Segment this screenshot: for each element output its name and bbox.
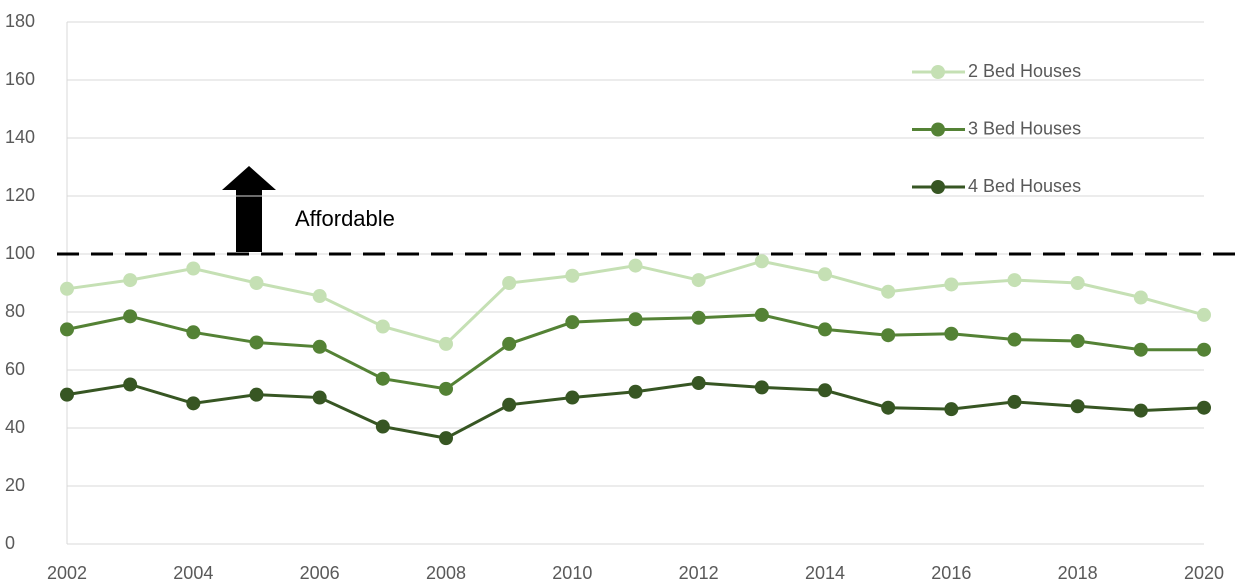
y-tick-label: 100: [5, 243, 35, 263]
y-tick-label: 0: [5, 533, 15, 553]
data-point: [1133, 403, 1148, 418]
data-point: [754, 307, 769, 322]
x-tick-label: 2008: [426, 563, 466, 583]
x-tick-label: 2016: [931, 563, 971, 583]
x-tick-label: 2018: [1058, 563, 1098, 583]
y-tick-label: 140: [5, 127, 35, 147]
data-point: [944, 326, 959, 341]
legend-marker: [931, 180, 945, 194]
data-point: [123, 377, 138, 392]
data-point: [1070, 276, 1085, 290]
legend-label: 2 Bed Houses: [968, 61, 1081, 81]
x-tick-label: 2014: [805, 563, 845, 583]
data-point: [375, 419, 390, 434]
data-point: [312, 339, 327, 354]
x-tick-label: 2002: [47, 563, 87, 583]
data-point: [1197, 307, 1211, 322]
data-point: [312, 390, 327, 405]
data-point: [502, 276, 517, 290]
legend-marker: [931, 122, 945, 137]
y-tick-label: 20: [5, 475, 25, 495]
x-tick-label: 2006: [300, 563, 340, 583]
data-point: [881, 328, 896, 343]
data-point: [249, 387, 264, 402]
data-point: [1007, 273, 1022, 288]
data-point: [375, 319, 390, 334]
legend-label: 4 Bed Houses: [968, 176, 1081, 196]
data-point: [60, 322, 74, 337]
data-point: [818, 322, 832, 337]
x-tick-label: 2010: [552, 563, 592, 583]
data-point: [1197, 342, 1211, 357]
data-point: [1133, 290, 1148, 305]
data-point: [944, 402, 959, 417]
data-point: [439, 431, 453, 446]
data-point: [691, 273, 706, 288]
x-tick-label: 2020: [1184, 563, 1224, 583]
series-line: [66, 259, 1205, 346]
data-point: [502, 336, 517, 351]
data-point: [1007, 394, 1022, 409]
data-point: [312, 289, 327, 304]
data-point: [565, 315, 580, 330]
data-point: [60, 387, 74, 402]
y-tick-label: 60: [5, 359, 25, 379]
data-point: [249, 335, 264, 350]
data-point: [818, 383, 832, 398]
data-point: [628, 384, 643, 399]
data-point: [881, 284, 896, 299]
data-point: [186, 261, 201, 276]
data-point: [502, 397, 517, 412]
data-point: [565, 268, 580, 283]
data-point: [375, 371, 390, 386]
data-point: [186, 325, 201, 340]
data-point: [628, 258, 643, 273]
y-tick-label: 160: [5, 69, 35, 89]
legend-marker: [931, 65, 945, 79]
data-point: [628, 312, 643, 327]
up-arrow: [222, 166, 276, 252]
data-point: [565, 390, 580, 405]
data-point: [439, 381, 453, 396]
data-point: [1070, 334, 1085, 348]
data-point: [1070, 399, 1085, 414]
data-point: [123, 309, 138, 324]
data-point: [60, 281, 74, 296]
y-tick-label: 120: [5, 185, 35, 205]
data-point: [123, 273, 138, 288]
data-point: [1197, 400, 1211, 415]
data-point: [1007, 332, 1022, 347]
data-point: [881, 400, 896, 415]
x-tick-label: 2004: [173, 563, 213, 583]
data-point: [754, 254, 769, 269]
data-point: [944, 277, 959, 292]
data-point: [754, 380, 769, 395]
y-tick-label: 80: [5, 301, 25, 321]
data-point: [691, 376, 706, 391]
y-tick-label: 40: [5, 417, 25, 437]
legend-label: 3 Bed Houses: [968, 118, 1081, 138]
y-tick-label: 180: [5, 11, 35, 31]
data-point: [439, 336, 453, 351]
x-tick-label: 2012: [679, 563, 719, 583]
annotation: Affordable: [295, 206, 395, 231]
data-point: [691, 310, 706, 325]
data-point: [249, 276, 264, 290]
data-point: [818, 267, 832, 282]
data-point: [1133, 342, 1148, 357]
data-point: [186, 396, 201, 411]
